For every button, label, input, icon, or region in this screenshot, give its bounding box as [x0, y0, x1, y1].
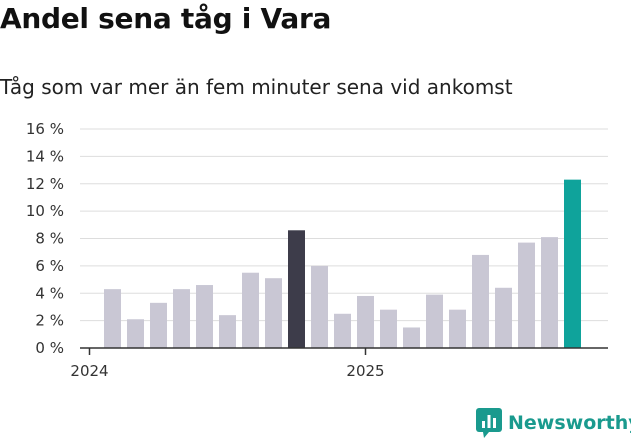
y-tick-label: 14 %: [26, 147, 64, 165]
bar: [242, 272, 259, 348]
bar: [541, 237, 558, 348]
brand-name: Newsworthy: [508, 412, 631, 434]
bar: [518, 242, 535, 348]
axes: 0 % 2 % 4 % 6 % 8 % 10 % 12 % 14 % 16 % 2024 2025: [26, 120, 608, 380]
y-tick-label: 8 %: [35, 230, 64, 248]
bar: [426, 294, 443, 348]
bar-chart: 0 % 2 % 4 % 6 % 8 % 10 % 12 % 14 % 16 % 2024 2025: [26, 120, 608, 380]
grid-lines: [80, 128, 608, 322]
y-tick-label: 4 %: [35, 284, 64, 302]
bar: [380, 309, 397, 348]
bar: [288, 230, 305, 348]
chart-subtitle: Tåg som var mer än fem minuter sena vid …: [0, 75, 513, 99]
bar: [104, 289, 121, 348]
bar: [472, 254, 489, 348]
bar: [127, 319, 144, 348]
y-tick-label: 0 %: [35, 339, 64, 357]
bar: [403, 327, 420, 348]
bar: [196, 285, 213, 348]
y-tick-label: 6 %: [35, 257, 64, 275]
bar: [173, 289, 190, 348]
y-tick-label: 10 %: [26, 202, 64, 220]
bar: [449, 309, 466, 348]
newsworthy-logo: Newsworthy: [476, 408, 631, 438]
y-tick-label: 2 %: [35, 312, 64, 330]
x-tick-label: 2025: [346, 362, 384, 380]
y-tick-label: 12 %: [26, 175, 64, 193]
x-tick-label: 2024: [70, 362, 108, 380]
chart-title: Andel sena tåg i Vara: [0, 2, 332, 35]
bar: [150, 302, 167, 348]
bar: [564, 179, 581, 348]
bar: [219, 315, 236, 348]
y-tick-label: 16 %: [26, 120, 64, 138]
bar: [334, 313, 351, 348]
bars: [104, 179, 581, 348]
bar: [265, 278, 282, 348]
bar: [357, 295, 374, 348]
bar: [311, 265, 328, 348]
bar: [495, 287, 512, 348]
bar-chart-icon: [476, 408, 502, 438]
